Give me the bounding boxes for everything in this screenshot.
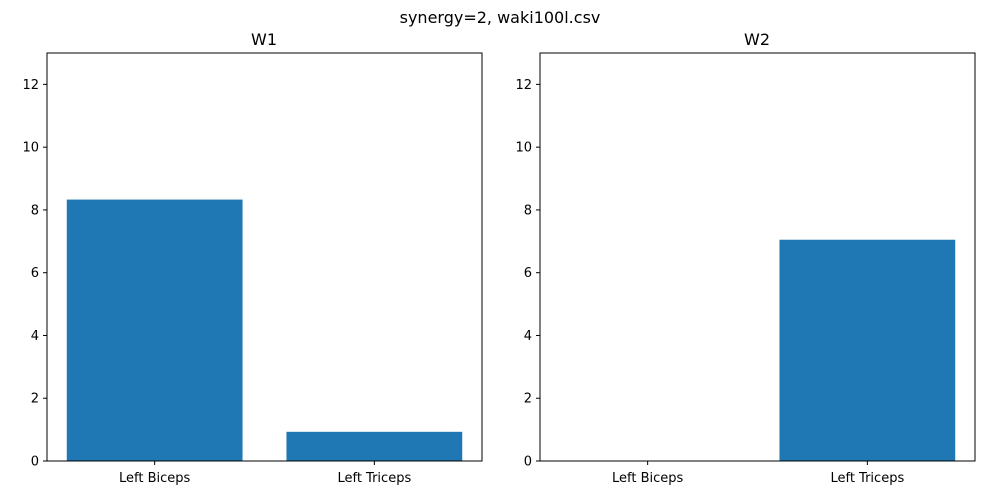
y-tick-label: 8 xyxy=(31,203,39,218)
x-axis: Left Biceps Left Triceps xyxy=(119,461,411,486)
y-tick-label: 4 xyxy=(31,329,39,344)
y-tick-label: 12 xyxy=(22,78,39,93)
plot-frame xyxy=(539,52,976,462)
x-tick-label: Left Biceps xyxy=(119,471,191,486)
figure-suptitle: synergy=2, waki100l.csv xyxy=(400,8,601,27)
bar-group xyxy=(779,239,956,461)
y-tick-label: 6 xyxy=(524,266,532,281)
y-tick-label: 10 xyxy=(515,141,532,156)
y-tick-label: 10 xyxy=(22,141,39,156)
x-tick-label: Left Triceps xyxy=(337,471,411,486)
bar-left-biceps xyxy=(66,199,243,461)
y-tick-label: 0 xyxy=(524,455,532,470)
y-tick-label: 12 xyxy=(515,78,532,93)
y-tick-label: 0 xyxy=(31,455,39,470)
subplot-title: W1 xyxy=(251,30,277,49)
y-axis: 0 2 4 6 8 10 12 xyxy=(22,78,47,470)
bar-left-triceps xyxy=(779,239,956,461)
y-axis: 0 2 4 6 8 10 12 xyxy=(515,78,540,470)
bar-left-triceps xyxy=(286,431,463,461)
y-tick-label: 2 xyxy=(524,392,532,407)
subplot-w2: W2 0 2 4 6 8 10 12 Left Biceps Left Triceps xyxy=(515,30,976,486)
y-tick-label: 6 xyxy=(31,266,39,281)
subplot-w1: W1 0 2 4 6 8 10 12 Left Biceps Left Triceps xyxy=(22,30,483,486)
bar-group xyxy=(66,199,463,461)
y-tick-label: 4 xyxy=(524,329,532,344)
x-tick-label: Left Biceps xyxy=(612,471,684,486)
subplot-title: W2 xyxy=(744,30,770,49)
x-axis: Left Biceps Left Triceps xyxy=(612,461,904,486)
y-tick-label: 2 xyxy=(31,392,39,407)
x-tick-label: Left Triceps xyxy=(830,471,904,486)
plot-frame xyxy=(46,52,483,462)
y-tick-label: 8 xyxy=(524,203,532,218)
